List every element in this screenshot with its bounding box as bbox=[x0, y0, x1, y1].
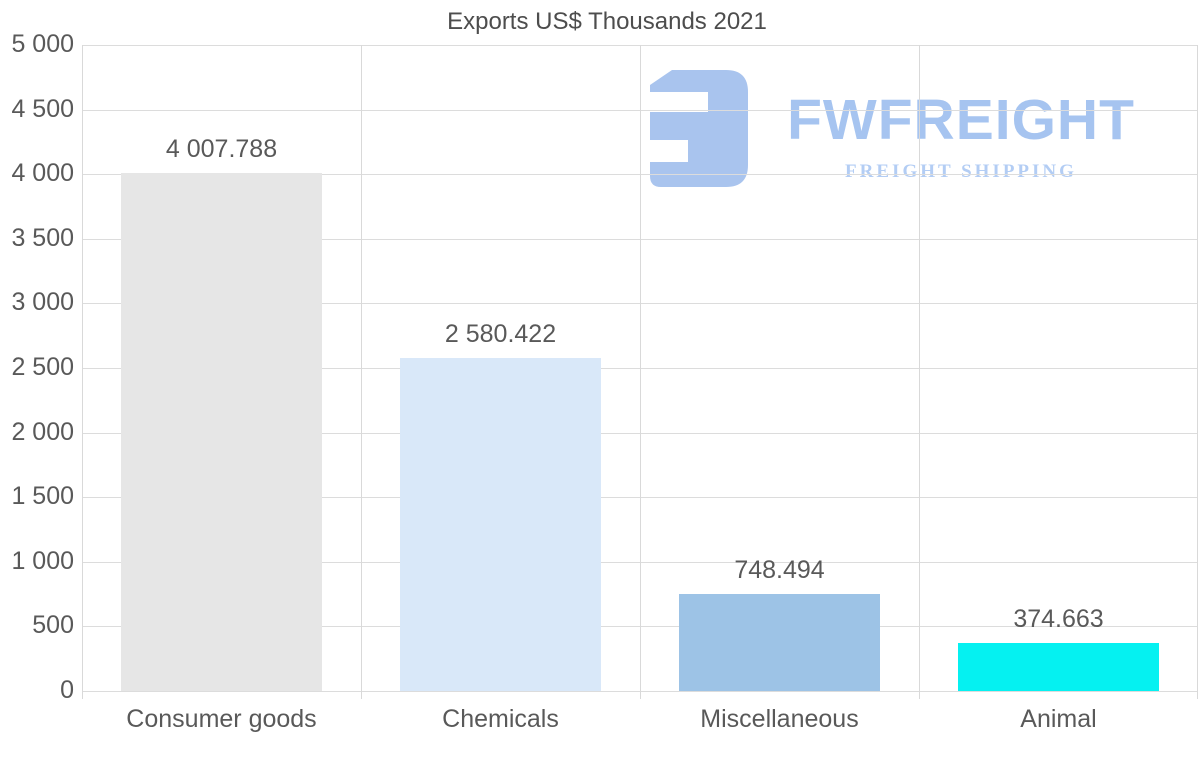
bar-value-label: 748.494 bbox=[734, 556, 825, 584]
y-axis-tick-label: 4 500 bbox=[11, 94, 74, 123]
watermark-tagline: FREIGHT SHIPPING bbox=[845, 161, 1077, 182]
watermark-brand: FWFREIGHT bbox=[787, 88, 1135, 152]
bar-chemicals bbox=[400, 358, 601, 691]
fwfreight-watermark: FWFREIGHT FREIGHT SHIPPING bbox=[650, 70, 1156, 187]
v-gridline bbox=[82, 45, 83, 699]
y-axis-tick-label: 3 500 bbox=[11, 223, 74, 252]
y-axis-tick-label: 500 bbox=[32, 611, 74, 640]
y-axis-tick-label: 5 000 bbox=[11, 30, 74, 58]
y-axis-tick-label: 1 500 bbox=[11, 482, 74, 511]
y-axis-tick-label: 1 000 bbox=[11, 546, 74, 575]
x-axis-label: Chemicals bbox=[442, 705, 559, 733]
v-gridline bbox=[361, 45, 362, 699]
bar-animal bbox=[958, 643, 1159, 691]
y-axis-tick-label: 0 bbox=[60, 676, 74, 704]
y-axis-tick-label: 2 500 bbox=[11, 353, 74, 381]
v-gridline bbox=[919, 45, 920, 699]
plot-area bbox=[82, 45, 1198, 699]
chart-title: Exports US$ Thousands 2021 bbox=[447, 8, 767, 35]
bar-miscellaneous bbox=[679, 594, 880, 691]
watermark-text: FWFREIGHT FREIGHT SHIPPING bbox=[766, 70, 1156, 183]
bar-value-label: 4 007.788 bbox=[165, 135, 278, 163]
v-gridline bbox=[640, 45, 641, 699]
y-axis-tick-label: 2 000 bbox=[11, 417, 74, 446]
bar-value-label: 374.663 bbox=[1013, 605, 1104, 633]
y-axis-tick-label: 4 000 bbox=[11, 159, 74, 188]
v-gridline bbox=[1197, 45, 1198, 699]
bar-value-label: 2 580.422 bbox=[444, 320, 557, 348]
fwfreight-logo-icon bbox=[650, 70, 748, 187]
y-axis-tick-label: 3 000 bbox=[11, 288, 74, 317]
bar-consumer-goods bbox=[121, 173, 322, 691]
x-axis-label: Consumer goods bbox=[126, 705, 317, 733]
x-axis-label: Miscellaneous bbox=[700, 705, 859, 733]
x-axis-label: Animal bbox=[1020, 705, 1097, 733]
